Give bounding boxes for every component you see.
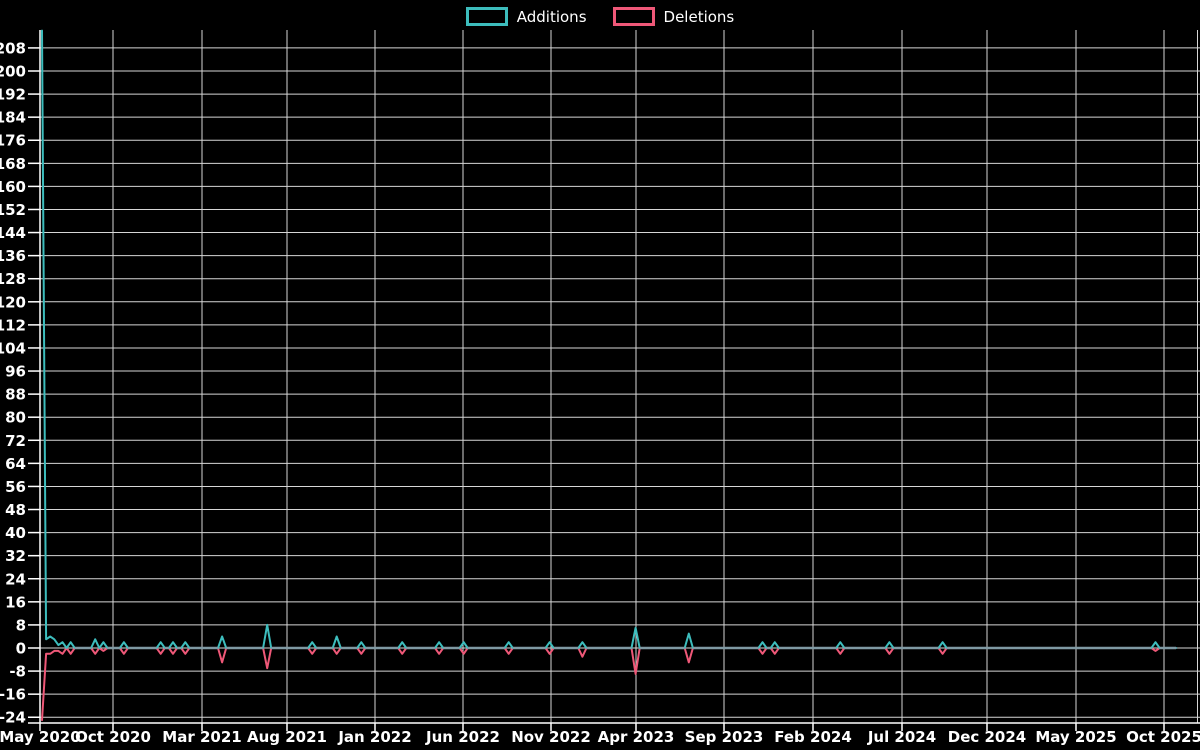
y-tick-label: 136 [0,247,26,265]
x-tick-label: May 2020 [0,728,81,746]
x-tick-label: Feb 2024 [774,728,852,746]
y-tick-label: 64 [5,455,26,473]
y-tick-label: 120 [0,293,26,311]
x-tick-label: May 2025 [1035,728,1116,746]
deletions-line [41,647,1177,722]
y-tick-label: 0 [16,640,26,658]
x-tick-label: Aug 2021 [247,728,327,746]
y-tick-label: 32 [5,547,26,565]
x-tick-label: Apr 2023 [598,728,675,746]
y-tick-label: 152 [0,201,26,219]
x-tick-label: Jul 2024 [867,728,936,746]
y-tick-label: 168 [0,155,26,173]
x-tick-label: Oct 2025 [1126,728,1200,746]
y-tick-label: 160 [0,178,26,196]
x-tick-label: Mar 2021 [162,728,241,746]
x-tick-label: Oct 2020 [75,728,151,746]
y-tick-label: 48 [5,501,26,519]
y-tick-label: 80 [5,409,26,427]
y-tick-label: 8 [16,616,26,634]
axes [28,30,1200,731]
y-tick-label: 16 [5,593,26,611]
y-tick-label: 128 [0,270,26,288]
y-tick-label: 40 [5,524,26,542]
y-tick-label: 184 [0,109,26,127]
deletions-legend-label: Deletions [663,7,735,26]
y-tick-label: -24 [0,709,26,727]
x-tick-label: Jun 2022 [425,728,500,746]
y-tick-labels: -24 -16 -8 0 8 16 24 32 40 48 56 64 72 80 88 96 104 112 12… [0,39,26,726]
y-tick-label: -8 [9,663,26,681]
y-tick-label: 200 [0,63,26,81]
legend-item-deletions[interactable]: Deletions [612,7,735,26]
additions-swatch [465,7,508,26]
x-tick-label: Nov 2022 [511,728,591,746]
y-tick-label: 56 [5,478,26,496]
y-tick-label: 88 [5,386,26,404]
x-tick-label: Jan 2022 [337,728,411,746]
y-tick-label: 72 [5,432,26,450]
chart-legend: Additions Deletions [0,7,1200,26]
y-tick-label: 96 [5,363,26,381]
x-gridlines [39,30,1198,723]
x-tick-label: Dec 2024 [948,728,1027,746]
y-tick-label: 112 [0,316,26,334]
y-tick-label: 104 [0,339,26,357]
y-tick-label: 176 [0,132,26,150]
y-tick-label: -16 [0,686,26,704]
y-gridlines [40,47,1200,718]
legend-item-additions[interactable]: Additions [465,7,587,26]
y-tick-label: 24 [5,570,26,588]
y-tick-label: 144 [0,224,26,242]
y-tick-label: 192 [0,86,26,104]
x-tick-label: Sep 2023 [685,728,764,746]
deletions-swatch [612,7,655,26]
y-tick-label: 208 [0,39,26,57]
additions-legend-label: Additions [516,7,587,26]
